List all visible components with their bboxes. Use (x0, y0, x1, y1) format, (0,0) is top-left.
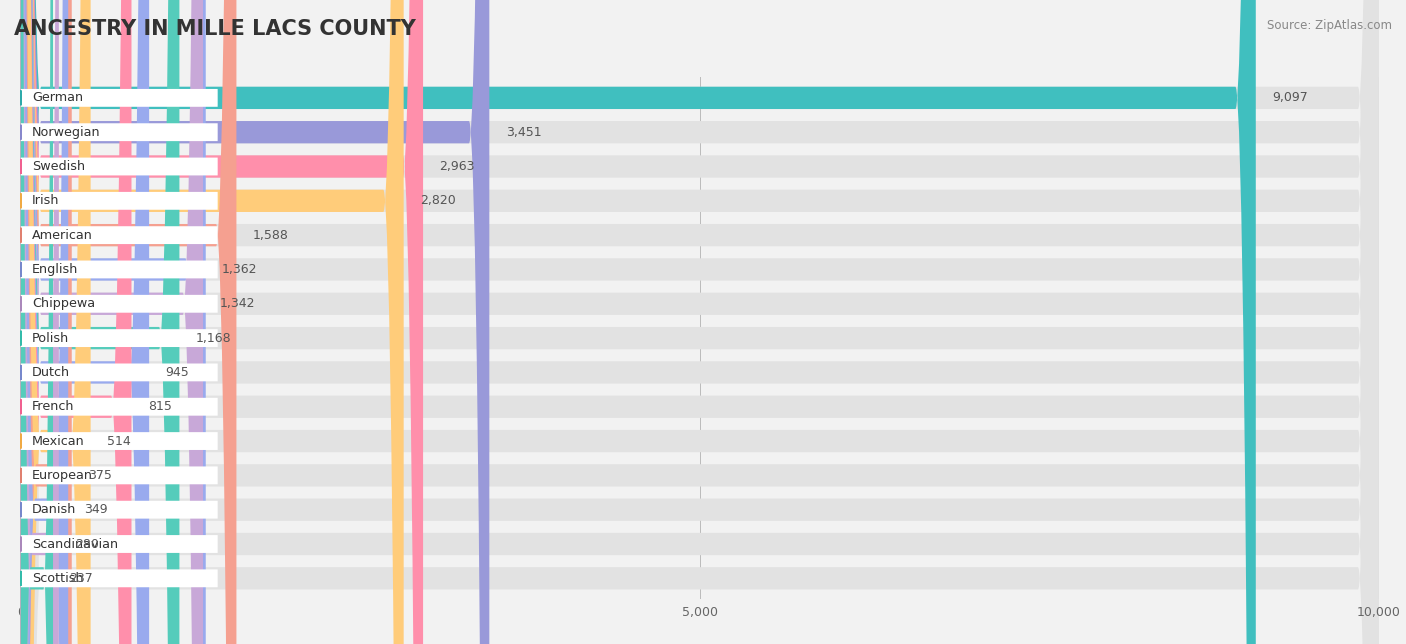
FancyBboxPatch shape (21, 295, 218, 313)
FancyBboxPatch shape (21, 0, 1378, 644)
Text: 2,820: 2,820 (420, 194, 456, 207)
FancyBboxPatch shape (21, 0, 423, 644)
Text: American: American (32, 229, 93, 242)
FancyBboxPatch shape (21, 501, 218, 518)
Text: ANCESTRY IN MILLE LACS COUNTY: ANCESTRY IN MILLE LACS COUNTY (14, 19, 416, 39)
FancyBboxPatch shape (21, 0, 202, 644)
FancyBboxPatch shape (21, 329, 218, 347)
FancyBboxPatch shape (21, 0, 1378, 644)
FancyBboxPatch shape (21, 0, 1378, 644)
FancyBboxPatch shape (21, 192, 218, 210)
FancyBboxPatch shape (21, 158, 218, 175)
FancyBboxPatch shape (21, 0, 1378, 644)
Text: Source: ZipAtlas.com: Source: ZipAtlas.com (1267, 19, 1392, 32)
Text: English: English (32, 263, 79, 276)
FancyBboxPatch shape (21, 0, 1378, 644)
Text: 375: 375 (89, 469, 112, 482)
FancyBboxPatch shape (21, 226, 218, 244)
FancyBboxPatch shape (21, 0, 404, 644)
Text: French: French (32, 400, 75, 413)
FancyBboxPatch shape (21, 0, 132, 644)
FancyBboxPatch shape (21, 0, 1378, 644)
FancyBboxPatch shape (21, 0, 1378, 644)
FancyBboxPatch shape (21, 0, 1378, 644)
FancyBboxPatch shape (21, 432, 218, 450)
FancyBboxPatch shape (21, 0, 1378, 644)
Text: Scottish: Scottish (32, 572, 83, 585)
Text: 1,362: 1,362 (222, 263, 257, 276)
FancyBboxPatch shape (21, 0, 69, 644)
FancyBboxPatch shape (21, 0, 59, 644)
FancyBboxPatch shape (21, 466, 218, 484)
Text: 815: 815 (148, 400, 172, 413)
FancyBboxPatch shape (21, 0, 1378, 644)
FancyBboxPatch shape (21, 0, 1256, 644)
FancyBboxPatch shape (21, 0, 205, 644)
FancyBboxPatch shape (21, 0, 489, 644)
FancyBboxPatch shape (21, 0, 180, 644)
FancyBboxPatch shape (21, 0, 90, 644)
Text: German: German (32, 91, 83, 104)
Text: 2,963: 2,963 (439, 160, 475, 173)
FancyBboxPatch shape (21, 0, 1378, 644)
Text: Norwegian: Norwegian (32, 126, 100, 138)
FancyBboxPatch shape (21, 0, 1378, 644)
Text: 945: 945 (166, 366, 190, 379)
Text: 1,342: 1,342 (219, 298, 254, 310)
Text: 9,097: 9,097 (1272, 91, 1308, 104)
FancyBboxPatch shape (21, 398, 218, 415)
FancyBboxPatch shape (21, 123, 218, 141)
FancyBboxPatch shape (21, 0, 72, 644)
FancyBboxPatch shape (21, 0, 236, 644)
Text: Irish: Irish (32, 194, 59, 207)
Text: Scandinavian: Scandinavian (32, 538, 118, 551)
Text: Dutch: Dutch (32, 366, 70, 379)
Text: Polish: Polish (32, 332, 69, 345)
FancyBboxPatch shape (21, 569, 218, 587)
Text: European: European (32, 469, 93, 482)
FancyBboxPatch shape (21, 0, 149, 644)
Text: 3,451: 3,451 (506, 126, 541, 138)
Text: Chippewa: Chippewa (32, 298, 94, 310)
Text: 280: 280 (75, 538, 98, 551)
Text: 349: 349 (84, 503, 108, 516)
Text: Mexican: Mexican (32, 435, 84, 448)
FancyBboxPatch shape (21, 89, 218, 107)
Text: 1,168: 1,168 (195, 332, 232, 345)
FancyBboxPatch shape (21, 0, 1378, 644)
FancyBboxPatch shape (21, 0, 53, 644)
FancyBboxPatch shape (21, 535, 218, 553)
FancyBboxPatch shape (21, 363, 218, 381)
FancyBboxPatch shape (21, 0, 1378, 644)
Text: 1,588: 1,588 (253, 229, 288, 242)
Text: 514: 514 (107, 435, 131, 448)
Text: 237: 237 (69, 572, 93, 585)
FancyBboxPatch shape (21, 261, 218, 278)
Text: Swedish: Swedish (32, 160, 84, 173)
FancyBboxPatch shape (21, 0, 1378, 644)
Text: Danish: Danish (32, 503, 76, 516)
